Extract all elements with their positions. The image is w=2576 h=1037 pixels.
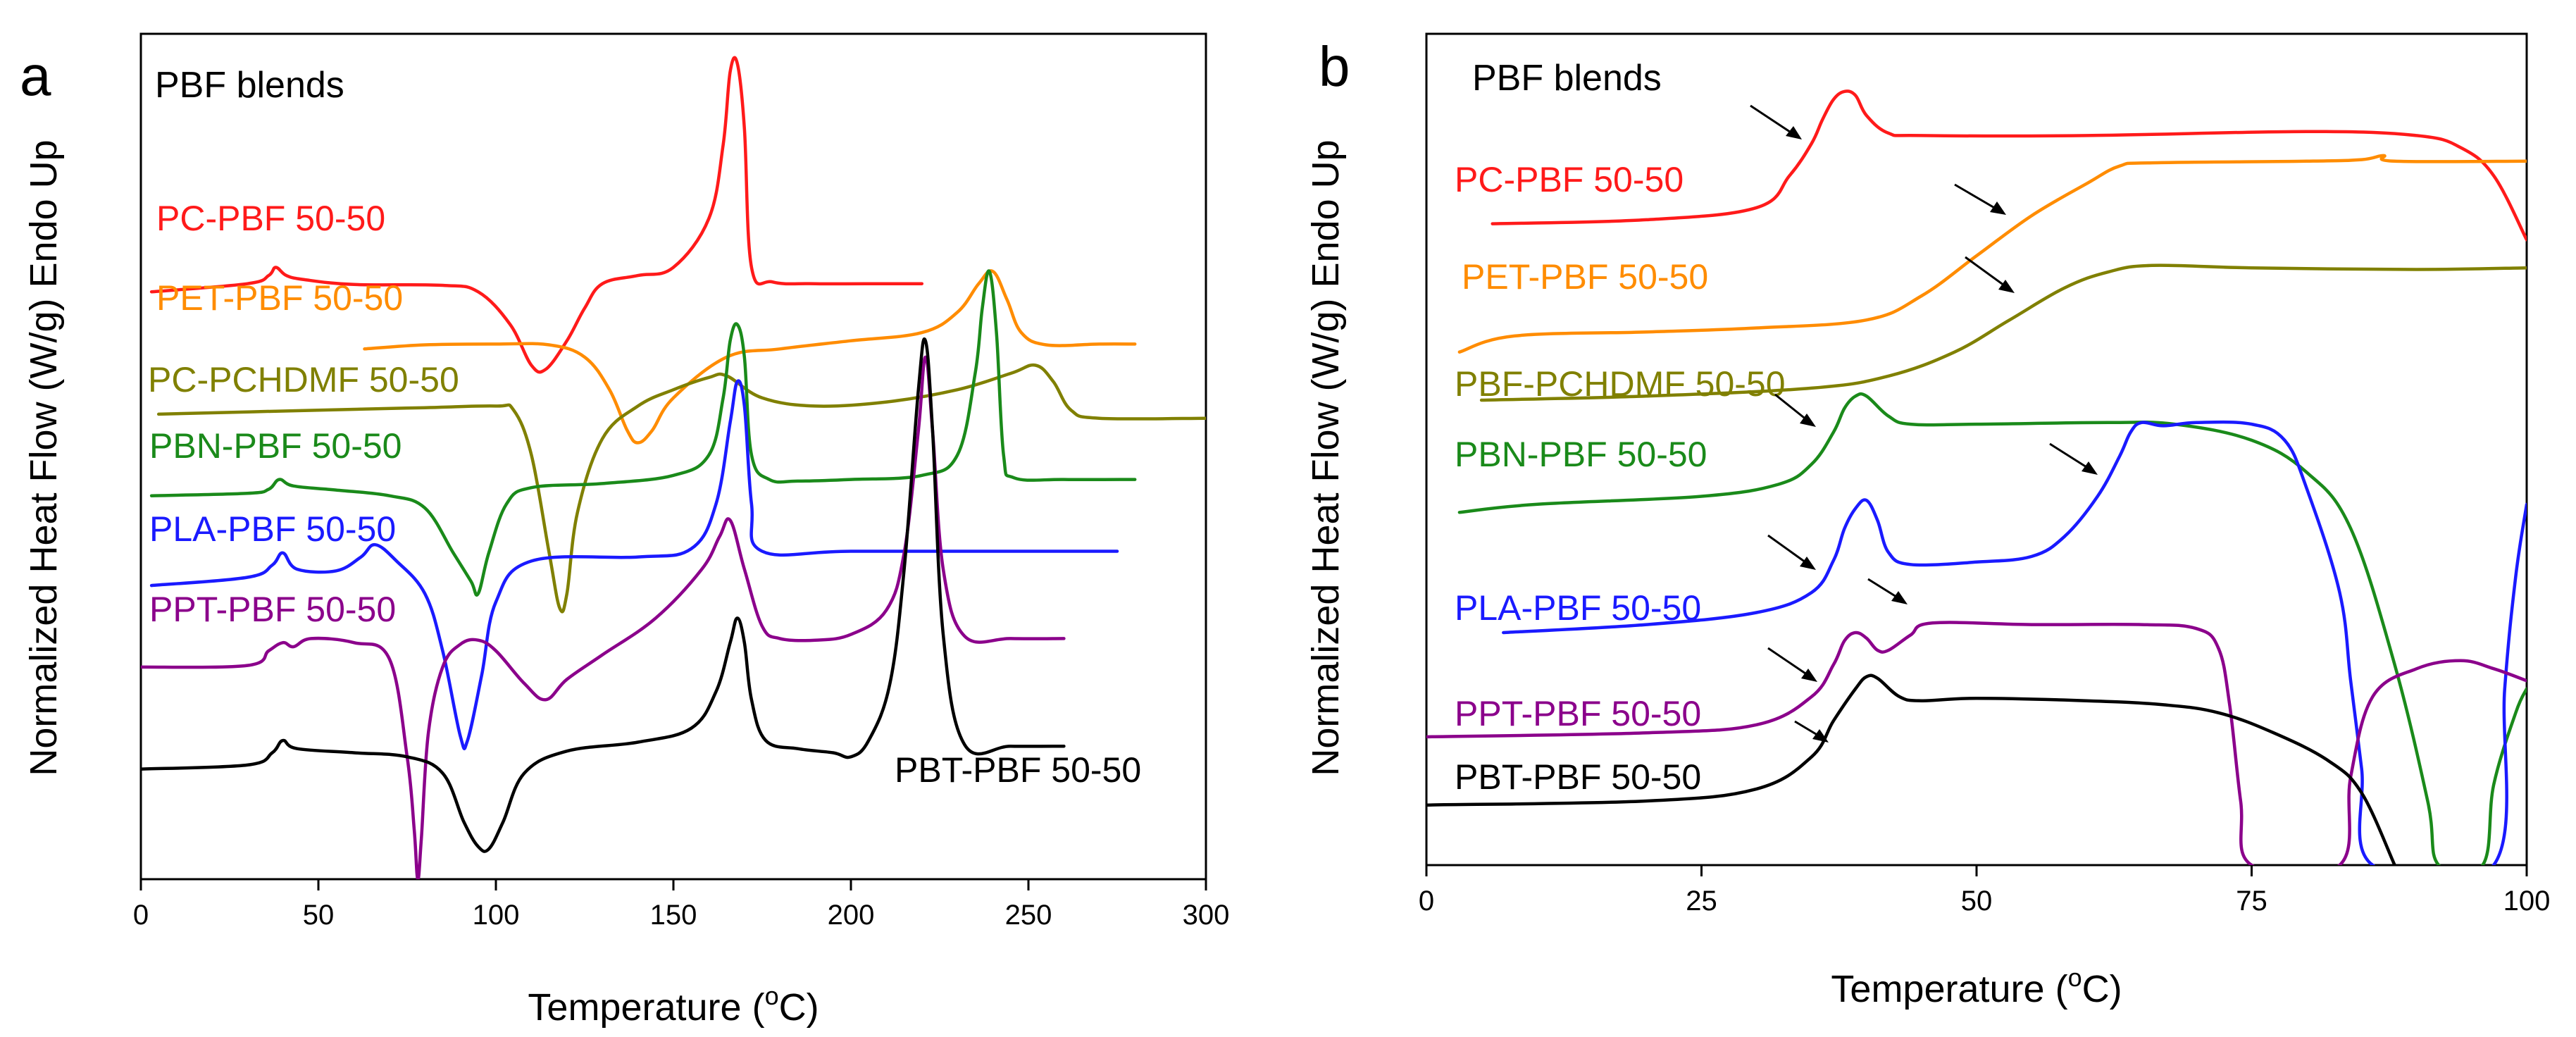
panel-b-arrows bbox=[1750, 104, 2098, 743]
panel-a-y-axis-title: Normalized Heat Flow (W/g) Endo Up bbox=[23, 139, 65, 776]
panel-b-letter: b bbox=[1319, 35, 1350, 98]
panel-b-series-label: PBF-PCHDMF 50-50 bbox=[1455, 364, 1786, 404]
arrow-pet-pbf bbox=[1954, 183, 2001, 213]
panel-a-series-label: PPT-PBF 50-50 bbox=[149, 590, 396, 629]
arrow-pc-pbf bbox=[1750, 104, 1797, 137]
arrowhead-icon bbox=[1812, 729, 1829, 743]
panel-b-series-label: PPT-PBF 50-50 bbox=[1455, 694, 1701, 733]
panel-b-series-label: PC-PBF 50-50 bbox=[1455, 160, 1684, 199]
arrow-pbf-pchdmf bbox=[1965, 256, 2010, 290]
x-tick-label: 50 bbox=[1961, 886, 1993, 917]
arrowhead-icon bbox=[1800, 414, 1816, 427]
series-line-pc-pchdmf-50-50 bbox=[156, 363, 1206, 614]
panel-a-x-ticks: 0 50 100 150 200 250 300 bbox=[133, 879, 1230, 931]
series-line-pbf-pchdmf-50-50 bbox=[1479, 263, 2527, 402]
arrow-ppt-pbf bbox=[1767, 647, 1812, 679]
panel-b-x-ticks: 0 25 50 75 100 bbox=[1419, 865, 2551, 917]
arrow-pla-pbf bbox=[1767, 534, 1811, 567]
series-line-pc-pbf-50-50 bbox=[149, 56, 924, 374]
panel-a-series-label: PBT-PBF 50-50 bbox=[895, 750, 1141, 790]
panel-b-series-label: PLA-PBF 50-50 bbox=[1455, 588, 1701, 628]
x-tick-label: 200 bbox=[828, 900, 875, 931]
series-line-pbn-pbf-50-50 bbox=[1457, 392, 2527, 865]
panel-b-x-axis-title-prefix: Temperature ( bbox=[1831, 968, 2067, 1010]
series-line-pc-pbf-50-50 bbox=[1491, 89, 2527, 242]
series-line-pla-pbf-50-50 bbox=[149, 379, 1119, 750]
arrowhead-icon bbox=[1998, 280, 2015, 293]
panel-b-x-axis-title-degree: o bbox=[2068, 963, 2082, 992]
panel-b-x-axis-title-suffix: C) bbox=[2082, 968, 2122, 1010]
arrow-pla-pbf-2 bbox=[2049, 442, 2093, 472]
panel-a-series-label: PBN-PBF 50-50 bbox=[149, 426, 402, 466]
panel-b-series-label: PET-PBF 50-50 bbox=[1462, 257, 1708, 297]
arrowhead-icon bbox=[2082, 461, 2098, 475]
x-tick-label: 75 bbox=[2236, 886, 2267, 917]
series-line-pbt-pbf-50-50 bbox=[141, 337, 1066, 853]
arrowhead-icon bbox=[1801, 669, 1817, 682]
series-line-pet-pbf-50-50 bbox=[363, 269, 1137, 445]
series-line-ppt-pbf-50-50 bbox=[141, 355, 1066, 879]
panel-a-x-axis-title-suffix: C) bbox=[779, 986, 819, 1029]
series-line-ppt-pbf-50-50 bbox=[1426, 621, 2527, 865]
arrowhead-icon bbox=[1891, 591, 1908, 604]
panel-a-x-axis-title: Temperature (oC) bbox=[528, 981, 819, 1029]
panel-b-x-axis-title: Temperature (oC) bbox=[1831, 963, 2122, 1010]
x-tick-label: 0 bbox=[133, 900, 149, 931]
series-line-pbt-pbf-50-50 bbox=[1426, 673, 2396, 865]
x-tick-label: 300 bbox=[1183, 900, 1230, 931]
panel-b: 0 25 50 75 100 b PBF blends Normalized Heat … bbox=[1305, 32, 2551, 1010]
panel-a-x-axis-title-prefix: Temperature ( bbox=[528, 986, 764, 1029]
arrowhead-icon bbox=[1990, 201, 2006, 215]
x-tick-label: 50 bbox=[303, 900, 335, 931]
panel-a-letter: a bbox=[20, 44, 51, 107]
panel-b-curves bbox=[1426, 89, 2527, 865]
x-tick-label: 100 bbox=[473, 900, 520, 931]
x-tick-label: 250 bbox=[1005, 900, 1052, 931]
x-tick-label: 150 bbox=[650, 900, 697, 931]
panel-a-curves bbox=[141, 56, 1206, 879]
panel-a-series-label: PET-PBF 50-50 bbox=[156, 278, 403, 318]
panel-b-series-label: PBT-PBF 50-50 bbox=[1455, 757, 1701, 797]
arrowhead-icon bbox=[1786, 126, 1802, 139]
panel-b-series-label: PBN-PBF 50-50 bbox=[1455, 435, 1707, 474]
panel-a-x-axis-title-degree: o bbox=[765, 981, 779, 1010]
series-line-pbn-pbf-50-50 bbox=[149, 269, 1137, 597]
x-tick-label: 0 bbox=[1419, 886, 1434, 917]
panel-a: 0 50 100 150 200 250 300 a PBF blends Normaliz… bbox=[20, 32, 1230, 1029]
panel-a-series-label: PC-PBF 50-50 bbox=[156, 199, 385, 238]
arrowhead-icon bbox=[1800, 557, 1816, 570]
panel-a-inset-title: PBF blends bbox=[155, 65, 344, 106]
panel-a-series-label: PC-PCHDMF 50-50 bbox=[148, 360, 459, 399]
x-tick-label: 100 bbox=[2503, 886, 2551, 917]
panel-b-inset-title: PBF blends bbox=[1472, 58, 1662, 99]
panel-b-y-axis-title: Normalized Heat Flow (W/g) Endo Up bbox=[1305, 139, 1347, 776]
x-tick-label: 25 bbox=[1686, 886, 1717, 917]
series-line-pet-pbf-50-50 bbox=[1457, 154, 2527, 354]
series-line-pla-pbf-50-50 bbox=[1502, 420, 2527, 865]
panel-a-series-label: PLA-PBF 50-50 bbox=[149, 509, 396, 549]
